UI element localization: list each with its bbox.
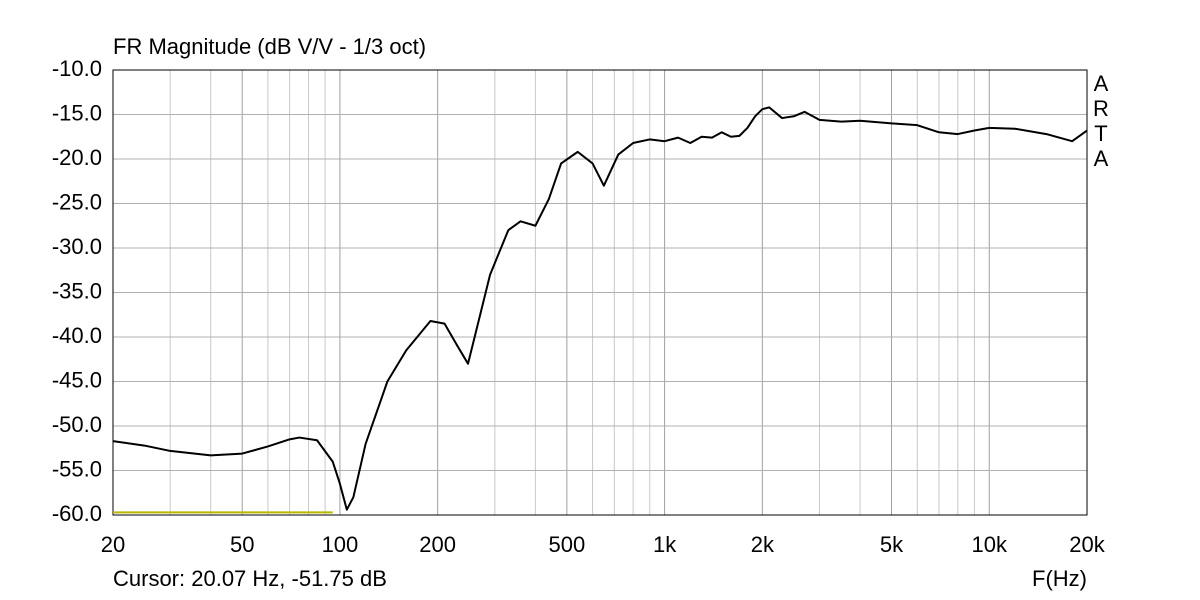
- plot-frame: [112, 69, 1088, 516]
- logo-letter: A: [1094, 71, 1109, 96]
- x-tick-label: 10k: [972, 532, 1008, 557]
- y-tick-label: -35.0: [52, 278, 102, 303]
- x-tick-label: 20: [101, 532, 125, 557]
- y-tick-label: -55.0: [52, 456, 102, 481]
- logo-letter: R: [1093, 96, 1109, 121]
- y-tick-label: -45.0: [52, 367, 102, 392]
- logo-letter: A: [1094, 146, 1109, 171]
- x-tick-label: 100: [322, 532, 359, 557]
- y-tick-label: -60.0: [52, 501, 102, 526]
- y-tick-label: -30.0: [52, 234, 102, 259]
- y-tick-label: -40.0: [52, 323, 102, 348]
- x-tick-label: 500: [549, 532, 586, 557]
- x-tick-label: 5k: [880, 532, 904, 557]
- logo-letter: T: [1094, 121, 1107, 146]
- y-tick-label: -25.0: [52, 189, 102, 214]
- chart-title: FR Magnitude (dB V/V - 1/3 oct): [113, 34, 426, 59]
- x-tick-label: 50: [230, 532, 254, 557]
- y-tick-label: -15.0: [52, 100, 102, 125]
- x-tick-label: 200: [419, 532, 456, 557]
- y-tick-label: -10.0: [52, 56, 102, 81]
- x-tick-label: 2k: [751, 532, 775, 557]
- x-tick-label: 1k: [653, 532, 677, 557]
- y-tick-label: -50.0: [52, 412, 102, 437]
- response-curve: [112, 106, 1088, 511]
- x-tick-label: 20k: [1069, 532, 1105, 557]
- y-tick-label: -20.0: [52, 145, 102, 170]
- cursor-readout: Cursor: 20.07 Hz, -51.75 dB: [113, 566, 387, 591]
- x-axis-label: F(Hz): [1032, 566, 1087, 591]
